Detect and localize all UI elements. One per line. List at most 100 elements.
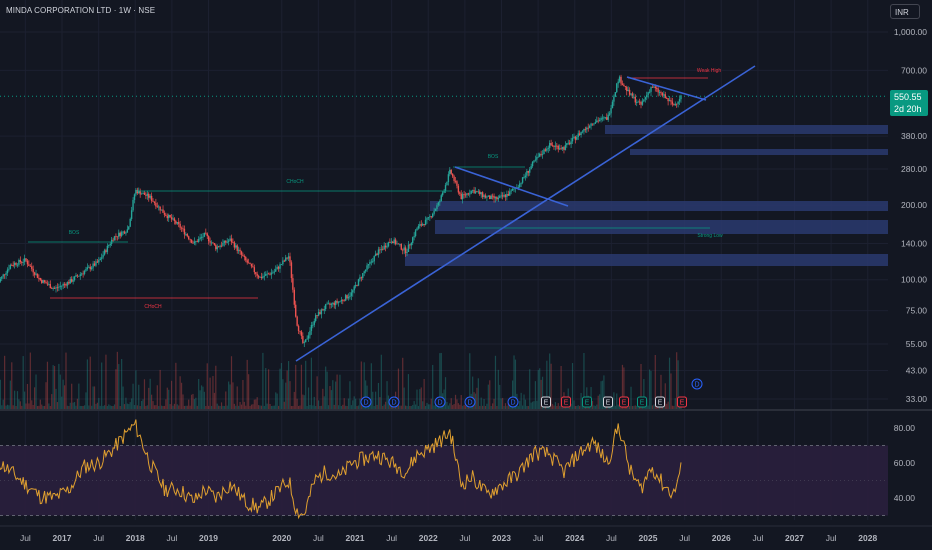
volume-bar xyxy=(29,352,31,409)
candle-body xyxy=(394,239,397,245)
volume-bar xyxy=(79,405,81,409)
candle-body xyxy=(213,242,216,245)
volume-bar xyxy=(664,383,666,409)
volume-bar xyxy=(205,405,207,409)
volume-bar xyxy=(253,399,255,409)
candle-body xyxy=(570,141,572,145)
volume-bar xyxy=(286,370,288,409)
time-tick-label: 2024 xyxy=(565,533,584,543)
candle-body xyxy=(226,241,228,243)
volume-bar xyxy=(223,405,225,409)
candle-body xyxy=(377,249,380,255)
candle-body xyxy=(654,86,656,89)
candle-body xyxy=(601,117,604,119)
time-tick-label: 2017 xyxy=(53,533,72,543)
candle-body xyxy=(43,280,46,282)
candle-body xyxy=(112,239,114,241)
volume-bar xyxy=(96,402,98,409)
candle-body xyxy=(551,145,554,147)
volume-bar xyxy=(242,379,244,409)
candle-body xyxy=(85,269,87,271)
candle-body xyxy=(471,189,474,191)
candle-body xyxy=(53,288,56,289)
event-marker-label: E xyxy=(658,400,663,407)
candle-body xyxy=(440,195,442,202)
volume-bar xyxy=(330,390,332,409)
volume-bar xyxy=(517,405,519,409)
volume-bar xyxy=(343,398,345,409)
volume-bar xyxy=(102,405,104,409)
candle-body xyxy=(486,196,488,198)
time-tick-label: 2021 xyxy=(346,533,365,543)
candle-body xyxy=(606,117,608,120)
candle-body xyxy=(8,268,10,270)
volume-bar xyxy=(38,405,40,409)
candle-body xyxy=(529,169,531,173)
volume-bar xyxy=(42,406,44,409)
volume-bar xyxy=(479,405,481,409)
candle-body xyxy=(35,273,37,275)
candle-body xyxy=(456,181,458,186)
event-markers[interactable]: D D D D D E E E E E E E E D xyxy=(360,378,703,408)
rsi-line xyxy=(0,419,682,520)
candle-body xyxy=(150,195,153,201)
symbol-title[interactable]: MINDA CORPORATION LTD · 1W · NSE xyxy=(6,6,156,15)
volume-bar xyxy=(200,385,203,409)
volume-bar xyxy=(500,398,502,409)
volume-bar xyxy=(203,391,205,409)
candle-body xyxy=(21,261,23,263)
volume-bar xyxy=(429,404,431,409)
candle-body xyxy=(172,218,174,220)
price-axis[interactable]: 1,000.00 700.00 380.00 280.00 200.00 140.00 10… xyxy=(894,27,928,503)
volume-bar xyxy=(339,374,341,409)
candle-body xyxy=(182,228,184,230)
volume-bar xyxy=(387,395,390,409)
volume-bar xyxy=(180,382,183,409)
volume-bar xyxy=(427,404,430,409)
currency-button[interactable]: INR xyxy=(890,4,920,19)
candle-body xyxy=(96,261,99,263)
candle-body xyxy=(567,142,569,144)
volume-bar xyxy=(155,405,157,409)
volume-bar xyxy=(58,363,60,409)
dividend-marker xyxy=(691,378,703,390)
candle-body xyxy=(422,224,424,226)
candle-body xyxy=(344,295,347,301)
rsi-tick-label: 40.00 xyxy=(894,493,916,503)
candle-body xyxy=(123,231,126,234)
trendlines[interactable] xyxy=(295,65,756,362)
time-axis[interactable]: Jul 2017 Jul 2018 Jul 2019 2020 Jul 2021 Jul 2022 J… xyxy=(0,525,932,543)
candle-body xyxy=(227,240,230,242)
candle-body xyxy=(648,91,651,93)
candle-body xyxy=(66,282,69,286)
volume-bar xyxy=(556,405,558,409)
volume-bar xyxy=(69,402,71,409)
candle-body xyxy=(634,96,637,103)
candle-body xyxy=(138,190,140,194)
volume-bar xyxy=(493,398,495,409)
candle-body xyxy=(480,192,482,195)
volume-bar xyxy=(621,364,624,409)
volume-bar xyxy=(299,405,301,409)
volume-bar xyxy=(539,368,541,409)
candle-body xyxy=(627,89,629,92)
candle-body xyxy=(577,133,579,138)
candle-body xyxy=(155,202,157,207)
event-marker-label: E xyxy=(606,400,611,407)
volume-bar xyxy=(365,380,367,409)
candle-body xyxy=(56,287,59,289)
volume-bar xyxy=(496,405,498,409)
candle-body xyxy=(353,286,355,291)
volume-bar xyxy=(406,405,408,409)
volume-bar xyxy=(295,364,297,409)
candle-body xyxy=(339,301,341,303)
volume-bar xyxy=(66,405,69,409)
rsi-tick-label: 80.00 xyxy=(894,423,916,433)
event-marker-label: D xyxy=(437,400,442,407)
candle-body xyxy=(568,142,571,145)
volume-bar xyxy=(133,405,136,409)
candle-body xyxy=(566,143,568,146)
time-tick-label: 2023 xyxy=(492,533,511,543)
candle-body xyxy=(474,191,477,194)
